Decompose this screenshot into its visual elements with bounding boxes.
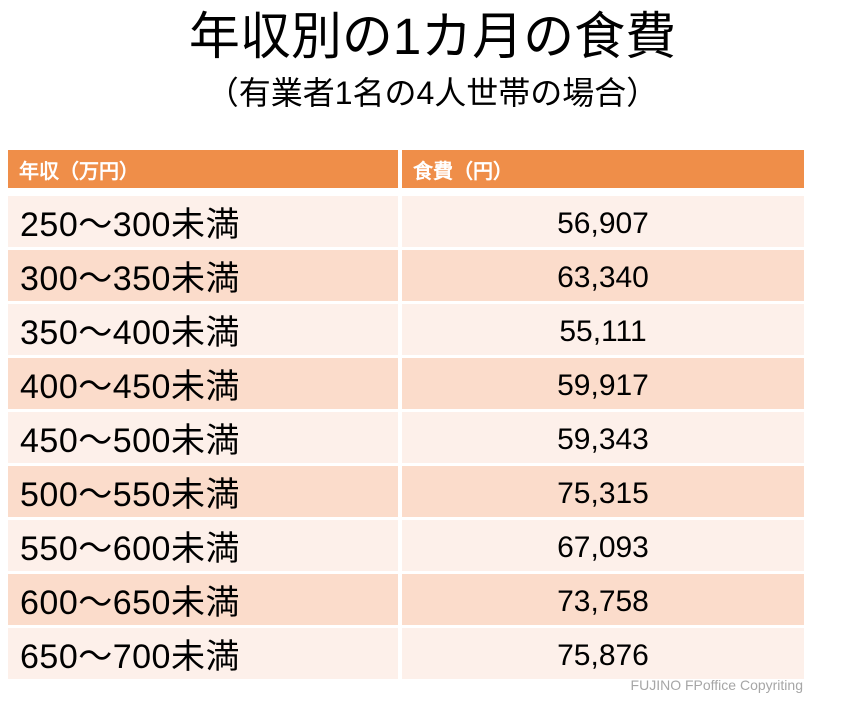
table-header-row: 年収（万円） 食費（円） — [8, 150, 804, 188]
food-expense-value: 59,343 — [402, 412, 804, 463]
table-row: 350～400未満 55,111 — [8, 304, 804, 355]
food-expense-value: 73,758 — [402, 574, 804, 625]
income-range-label: 500～550未満 — [8, 466, 398, 517]
income-food-expense-table: 年収（万円） 食費（円） 250～300未満 56,907 300～350未満 … — [8, 150, 804, 682]
table-row: 550～600未満 67,093 — [8, 520, 804, 571]
table-row: 600～650未満 73,758 — [8, 574, 804, 625]
table-row: 450～500未満 59,343 — [8, 412, 804, 463]
food-expense-value: 75,315 — [402, 466, 804, 517]
income-range-label: 400～450未満 — [8, 358, 398, 409]
table-row: 250～300未満 56,907 — [8, 196, 804, 247]
income-range-label: 450～500未満 — [8, 412, 398, 463]
food-expense-value: 63,340 — [402, 250, 804, 301]
page-subtitle: （有業者1名の4人世帯の場合） — [206, 75, 659, 111]
income-range-label: 550～600未満 — [8, 520, 398, 571]
food-expense-value: 56,907 — [402, 196, 804, 247]
income-range-label: 650～700未満 — [8, 628, 398, 679]
column-header-income: 年収（万円） — [8, 150, 398, 188]
column-header-food-expense: 食費（円） — [402, 150, 804, 188]
income-range-label: 600～650未満 — [8, 574, 398, 625]
table-row: 650～700未満 75,876 — [8, 628, 804, 679]
table-row: 500～550未満 75,315 — [8, 466, 804, 517]
income-range-label: 350～400未満 — [8, 304, 398, 355]
food-expense-value: 59,917 — [402, 358, 804, 409]
income-range-label: 250～300未満 — [8, 196, 398, 247]
table-row: 400～450未満 59,917 — [8, 358, 804, 409]
copyright-credit: FUJINO FPoffice Copyriting — [630, 677, 803, 693]
food-expense-value: 55,111 — [402, 304, 804, 355]
table-row: 300～350未満 63,340 — [8, 250, 804, 301]
page-title: 年収別の1カ月の食費 — [188, 8, 677, 65]
food-expense-value: 75,876 — [402, 628, 804, 679]
income-range-label: 300～350未満 — [8, 250, 398, 301]
food-expense-value: 67,093 — [402, 520, 804, 571]
